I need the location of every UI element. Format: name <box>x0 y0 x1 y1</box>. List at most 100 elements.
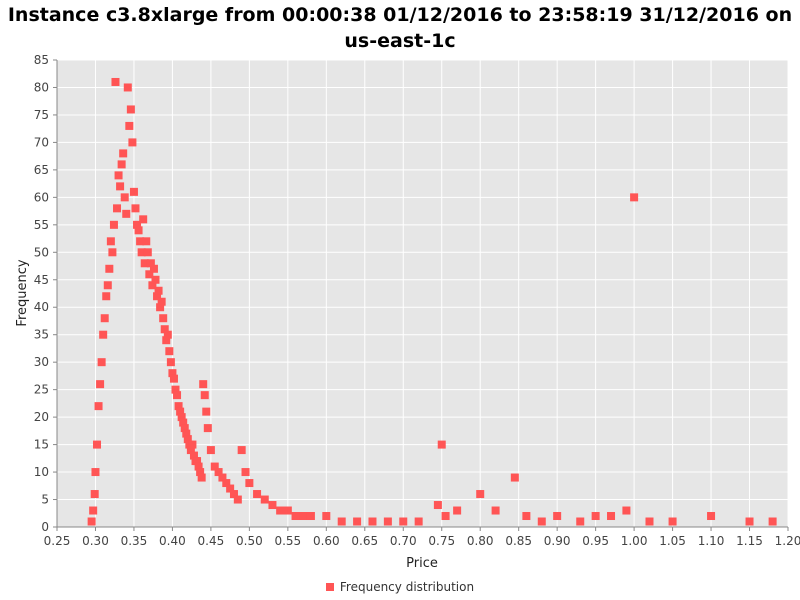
data-point <box>131 204 140 213</box>
data-point <box>162 336 171 345</box>
data-point <box>241 468 250 477</box>
data-point <box>537 517 546 526</box>
data-point <box>93 440 102 449</box>
data-point <box>179 418 188 427</box>
data-point <box>160 325 169 334</box>
data-point <box>237 446 246 455</box>
data-point <box>441 512 450 521</box>
data-point <box>113 204 122 213</box>
y-tick-label: 10 <box>34 465 49 479</box>
data-point <box>260 495 269 504</box>
x-tick-label: 0.40 <box>159 534 186 548</box>
data-point <box>145 270 154 279</box>
legend-label: Frequency distribution <box>339 580 475 594</box>
y-tick-label: 50 <box>34 245 49 259</box>
data-point <box>202 407 211 416</box>
y-tick-label: 20 <box>34 410 49 424</box>
y-tick-label: 45 <box>34 273 49 287</box>
data-point <box>180 424 189 433</box>
data-point <box>226 484 235 493</box>
x-tick-label: 1.20 <box>775 534 800 548</box>
data-point <box>476 490 485 499</box>
data-point <box>233 495 242 504</box>
y-tick-label: 40 <box>34 300 49 314</box>
data-point <box>553 512 562 521</box>
data-point <box>90 490 99 499</box>
data-point <box>177 413 186 422</box>
data-point <box>134 226 143 235</box>
data-point <box>106 237 115 246</box>
data-point <box>306 512 315 521</box>
data-point <box>245 479 254 488</box>
data-point <box>136 237 145 246</box>
y-axis-label: Frequency <box>15 259 30 326</box>
data-point <box>253 490 262 499</box>
data-point <box>510 473 519 482</box>
data-point <box>186 446 195 455</box>
data-point <box>453 506 462 515</box>
chart-title-line-1: Instance c3.8xlarge from 00:00:38 01/12/… <box>7 4 793 26</box>
data-point <box>97 358 106 367</box>
data-point <box>576 517 585 526</box>
x-tick-label: 0.90 <box>544 534 571 548</box>
data-point <box>276 506 285 515</box>
data-point <box>206 446 215 455</box>
data-point <box>129 187 138 196</box>
data-point <box>171 385 180 394</box>
data-point <box>96 380 105 389</box>
data-point <box>203 424 212 433</box>
y-tick-label: 60 <box>34 190 49 204</box>
chart-title: Instance c3.8xlarge from 00:00:38 01/12/… <box>0 2 800 54</box>
chart-title-line-2: us-east-1c <box>344 30 456 52</box>
x-axis-label: Price <box>406 556 438 571</box>
data-point <box>745 517 754 526</box>
data-point <box>399 517 408 526</box>
data-point <box>193 457 202 466</box>
legend: Frequency distribution <box>0 580 800 594</box>
x-tick-label: 1.15 <box>736 534 763 548</box>
data-point <box>196 468 205 477</box>
data-point <box>166 358 175 367</box>
y-tick-label: 25 <box>34 383 49 397</box>
plot-background <box>57 60 788 527</box>
data-point <box>103 281 112 290</box>
y-tick-label: 15 <box>34 438 49 452</box>
data-point <box>168 369 177 378</box>
y-tick-label: 75 <box>34 108 49 122</box>
data-point <box>122 209 131 218</box>
data-point <box>140 259 149 268</box>
data-point <box>218 473 227 482</box>
data-point <box>125 121 134 130</box>
y-tick-label: 80 <box>34 80 49 94</box>
data-point <box>119 149 128 158</box>
data-point <box>137 248 146 257</box>
x-tick-label: 0.70 <box>390 534 417 548</box>
x-tick-label: 0.95 <box>582 534 609 548</box>
data-point <box>142 237 151 246</box>
data-point <box>214 468 223 477</box>
data-point <box>283 506 292 515</box>
data-point <box>120 193 129 202</box>
data-point <box>437 440 446 449</box>
data-point <box>522 512 531 521</box>
data-point <box>668 517 677 526</box>
data-point <box>768 517 777 526</box>
x-tick-label: 0.75 <box>428 534 455 548</box>
data-point <box>188 440 197 449</box>
data-point <box>102 292 111 301</box>
data-point <box>108 248 117 257</box>
data-point <box>139 215 148 224</box>
y-tick-label: 65 <box>34 163 49 177</box>
x-tick-label: 0.50 <box>236 534 263 548</box>
data-point <box>156 303 165 312</box>
data-point <box>148 281 157 290</box>
data-point <box>116 182 125 191</box>
data-point <box>200 391 209 400</box>
data-point <box>194 462 203 471</box>
y-tick-label: 0 <box>41 520 49 534</box>
data-point <box>299 512 308 521</box>
data-point <box>123 83 132 92</box>
y-tick-label: 55 <box>34 218 49 232</box>
data-point <box>268 501 277 510</box>
y-tick-label: 5 <box>41 493 49 507</box>
